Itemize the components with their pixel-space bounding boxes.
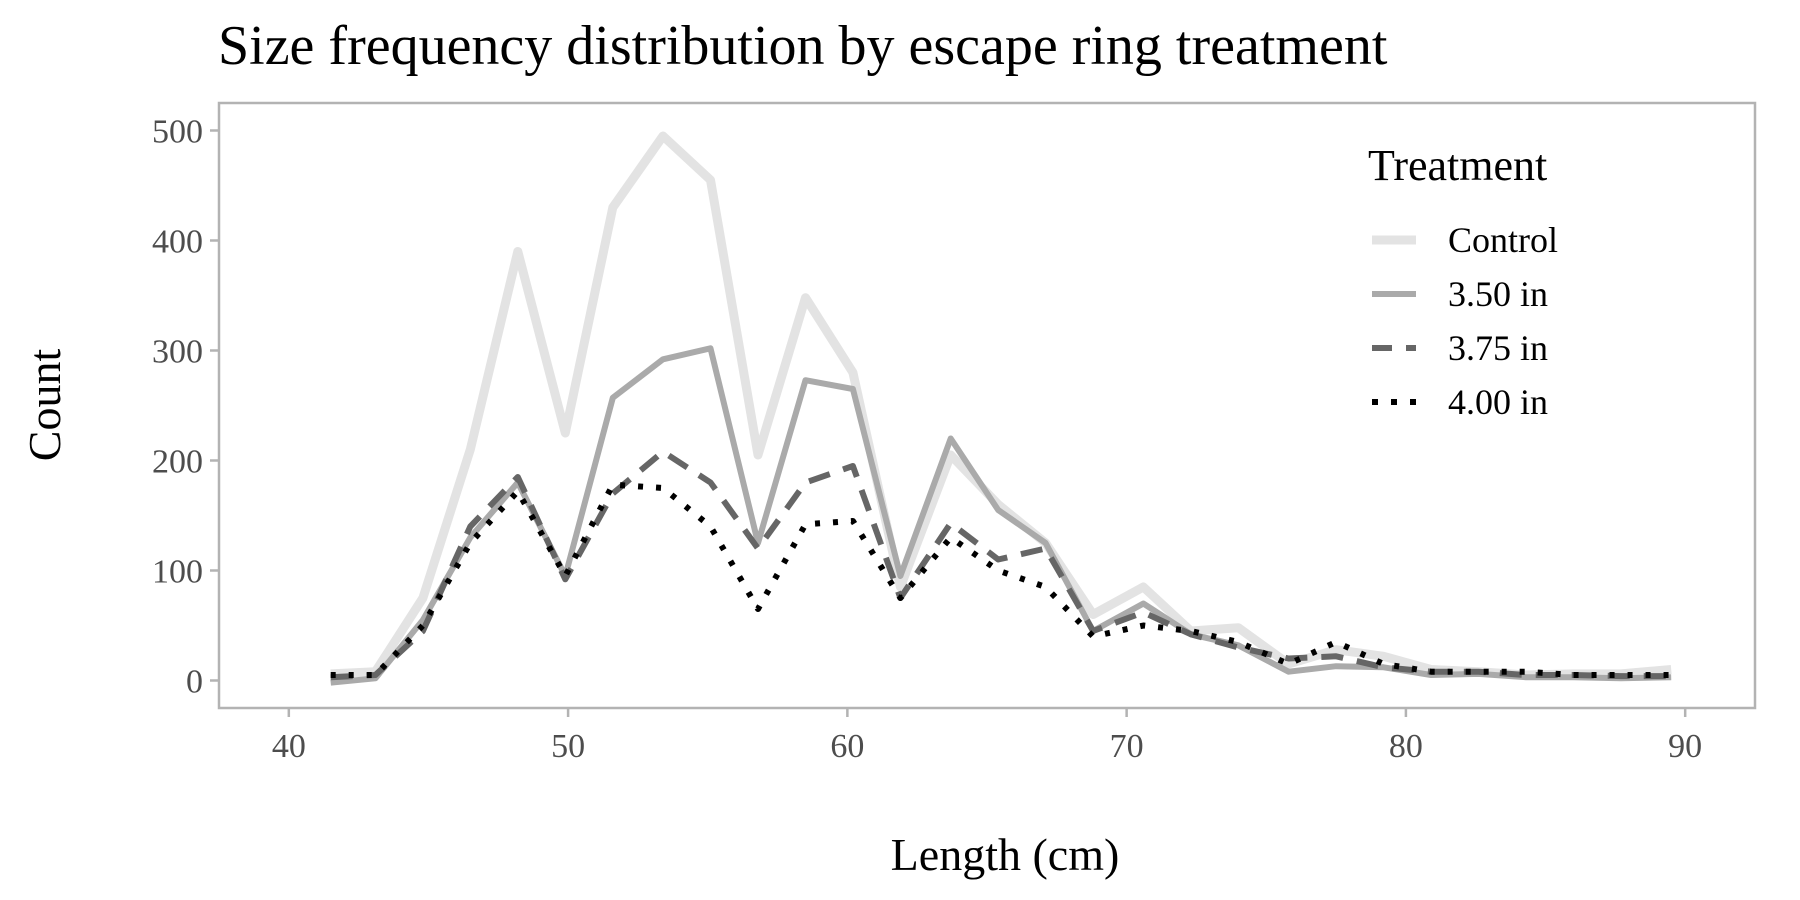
plot-panel-border <box>217 101 1757 710</box>
legend-items: Control 3.50 in 3.75 in 4.00 in <box>1372 220 1558 422</box>
x-tick-label: 50 <box>551 728 585 765</box>
x-axis-title: Length (cm) <box>891 829 1120 880</box>
series-lines <box>330 131 1672 686</box>
chart-title: Size frequency distribution by escape ri… <box>218 15 1388 77</box>
x-tick-label: 90 <box>1668 728 1702 765</box>
y-tick-label: 300 <box>152 334 203 371</box>
x-tick-label: 60 <box>830 728 864 765</box>
y-tick-label: 100 <box>152 554 203 591</box>
legend-label: 3.50 in <box>1448 274 1548 314</box>
legend-label: 4.00 in <box>1448 382 1548 422</box>
legend-label: Control <box>1448 220 1558 260</box>
y-axis: 0 100 200 300 400 500 <box>152 114 219 701</box>
x-axis: 40 50 60 70 80 90 <box>272 708 1702 765</box>
y-tick-label: 500 <box>152 114 203 151</box>
series-line-3-75-in <box>330 448 1672 681</box>
x-tick-label: 80 <box>1389 728 1423 765</box>
x-tick-label: 40 <box>272 728 306 765</box>
series-line-4-00-in <box>330 481 1672 678</box>
y-tick-label: 0 <box>186 664 203 701</box>
y-axis-title: Count <box>19 349 70 462</box>
legend: Treatment Control 3.50 in 3.75 in 4.00 in <box>1368 141 1558 422</box>
x-tick-label: 70 <box>1110 728 1144 765</box>
legend-title: Treatment <box>1368 141 1547 190</box>
y-tick-label: 200 <box>152 444 203 481</box>
y-tick-label: 400 <box>152 224 203 261</box>
legend-label: 3.75 in <box>1448 328 1548 368</box>
